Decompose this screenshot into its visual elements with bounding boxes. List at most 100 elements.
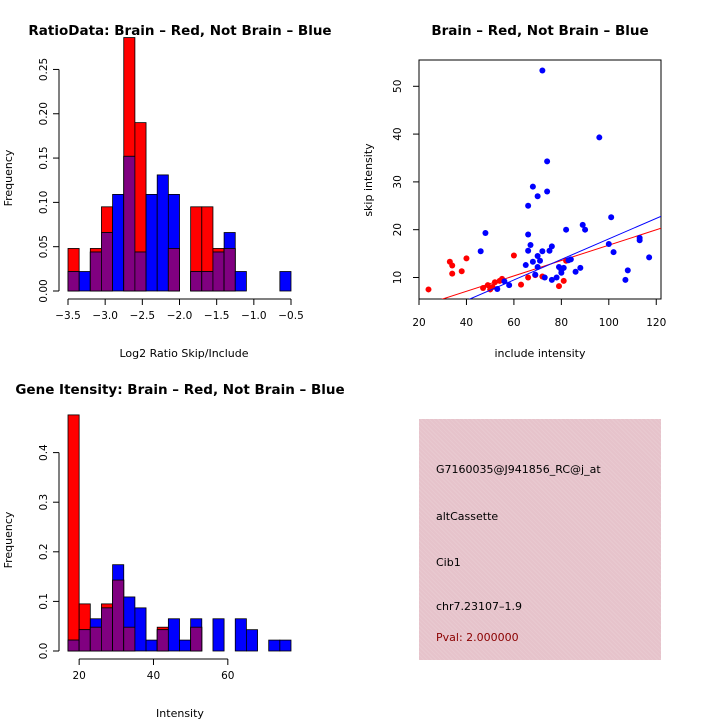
gene-bar-overlap [67, 639, 80, 652]
ratio-xlabel: Log2 Ratio Skip/Include [119, 347, 248, 360]
point-not-brain [646, 254, 653, 261]
point-not-brain [494, 285, 501, 292]
point-not-brain [541, 274, 548, 281]
gene-histogram: Gene Itensity: Brain – Red, Not Brain – … [2, 382, 345, 720]
point-brain [449, 262, 456, 269]
gene-y-tick-label: 0.0 [38, 643, 50, 660]
gene-bar-not-brain [268, 639, 281, 652]
gene-bar-overlap [190, 626, 203, 652]
point-not-brain [567, 256, 574, 263]
ratio-x-tick-label: −0.5 [278, 310, 304, 322]
ratio-y-tick-label: 0.15 [38, 146, 50, 169]
gene-bar-overlap [89, 626, 102, 652]
scatter-y-tick-label: 30 [392, 175, 404, 188]
point-brain [510, 252, 517, 259]
ratio-x-tick-label: −1.5 [204, 310, 230, 322]
gene-bar-not-brain [234, 618, 247, 652]
gene-y-tick-label: 0.2 [38, 543, 50, 560]
point-not-brain [534, 263, 541, 270]
point-not-brain [548, 276, 555, 283]
scatter-x-tick-label: 20 [412, 317, 425, 329]
ratio-y-tick-label: 0.05 [38, 235, 50, 258]
gene-x-tick-label: 40 [147, 670, 160, 682]
point-brain [518, 281, 525, 288]
gene-bar-not-brain [279, 639, 292, 652]
point-not-brain [482, 230, 489, 237]
point-brain [560, 277, 567, 284]
scatter-y-tick-label: 10 [392, 271, 404, 284]
ratio-y-tick-label: 0.20 [38, 102, 50, 125]
ratio-y-tick-label: 0.25 [38, 58, 50, 81]
gene-symbol: Cib1 [436, 556, 461, 569]
point-not-brain [577, 264, 584, 271]
point-not-brain [624, 267, 631, 274]
ratio-bar-overlap [134, 251, 147, 292]
point-not-brain [572, 268, 579, 275]
point-brain [458, 268, 465, 275]
point-not-brain [506, 282, 513, 289]
ratio-x-tick-label: −3.0 [92, 310, 118, 322]
ratio-bar-overlap [123, 155, 136, 292]
point-not-brain [537, 257, 543, 264]
gene-bar-overlap [123, 626, 136, 652]
gene-bar-not-brain [212, 618, 225, 652]
event-type: altCassette [436, 510, 499, 523]
genomic-location: chr7.23107–1.9 [436, 600, 523, 613]
gene-y-tick-label: 0.1 [38, 593, 50, 610]
point-not-brain [608, 214, 615, 221]
gene-title: Gene Itensity: Brain – Red, Not Brain – … [15, 382, 344, 398]
gene-bar-not-brain [167, 618, 180, 652]
gene-bar-not-brain [134, 607, 147, 652]
gene-bar-overlap [101, 607, 113, 652]
ratio-bar-overlap [89, 251, 102, 292]
ratio-bar-not-brain [234, 271, 247, 292]
point-not-brain [563, 226, 570, 233]
ratio-bar-overlap [167, 248, 180, 292]
gene-bar-brain [67, 414, 80, 652]
gene-xlabel: Intensity [156, 707, 204, 720]
scatter-y-tick-label: 40 [392, 127, 404, 140]
scatter-plot-area [425, 67, 661, 299]
point-not-brain [605, 241, 612, 248]
point-not-brain [539, 248, 546, 255]
scatter-x-tick-label: 60 [507, 317, 520, 329]
ratio-ylabel: Frequency [2, 149, 15, 206]
gene-bar-overlap [112, 579, 125, 652]
point-brain [425, 286, 432, 293]
ratio-bar-overlap [67, 271, 80, 292]
gene-y-tick-label: 0.4 [38, 444, 50, 461]
point-not-brain [529, 183, 536, 190]
intensity-scatter: Brain – Red, Not Brain – Blue include in… [362, 23, 666, 360]
scatter-title: Brain – Red, Not Brain – Blue [431, 23, 648, 39]
point-not-brain [477, 248, 484, 255]
point-not-brain [539, 67, 546, 74]
point-not-brain [553, 274, 560, 281]
gene-x-tick-label: 60 [221, 670, 234, 682]
ratio-bar-overlap [201, 271, 214, 292]
point-not-brain [527, 241, 534, 248]
point-brain [463, 255, 470, 262]
point-not-brain [548, 243, 555, 250]
point-not-brain [544, 158, 551, 165]
ratio-bar-not-brain [112, 194, 125, 292]
ratio-bar-not-brain [279, 271, 292, 292]
gene-x-tick-label: 20 [72, 670, 85, 682]
scatter-x-tick-label: 40 [460, 317, 473, 329]
scatter-xlabel: include intensity [494, 347, 586, 360]
point-not-brain [544, 188, 551, 195]
ratio-bar-overlap [101, 232, 113, 292]
point-brain [480, 285, 487, 292]
point-not-brain [579, 221, 586, 228]
point-brain [449, 270, 456, 277]
point-not-brain [582, 226, 589, 233]
gene-bar-overlap [78, 629, 91, 652]
gene-bar-not-brain [179, 639, 192, 652]
point-brain [491, 279, 498, 286]
gene-y-tick-label: 0.3 [38, 494, 50, 511]
point-not-brain [636, 237, 643, 244]
scatter-x-tick-label: 80 [555, 317, 568, 329]
scatter-x-tick-label: 100 [599, 317, 619, 329]
ratio-x-tick-label: −1.0 [241, 310, 267, 322]
ratio-x-tick-label: −3.5 [55, 310, 81, 322]
